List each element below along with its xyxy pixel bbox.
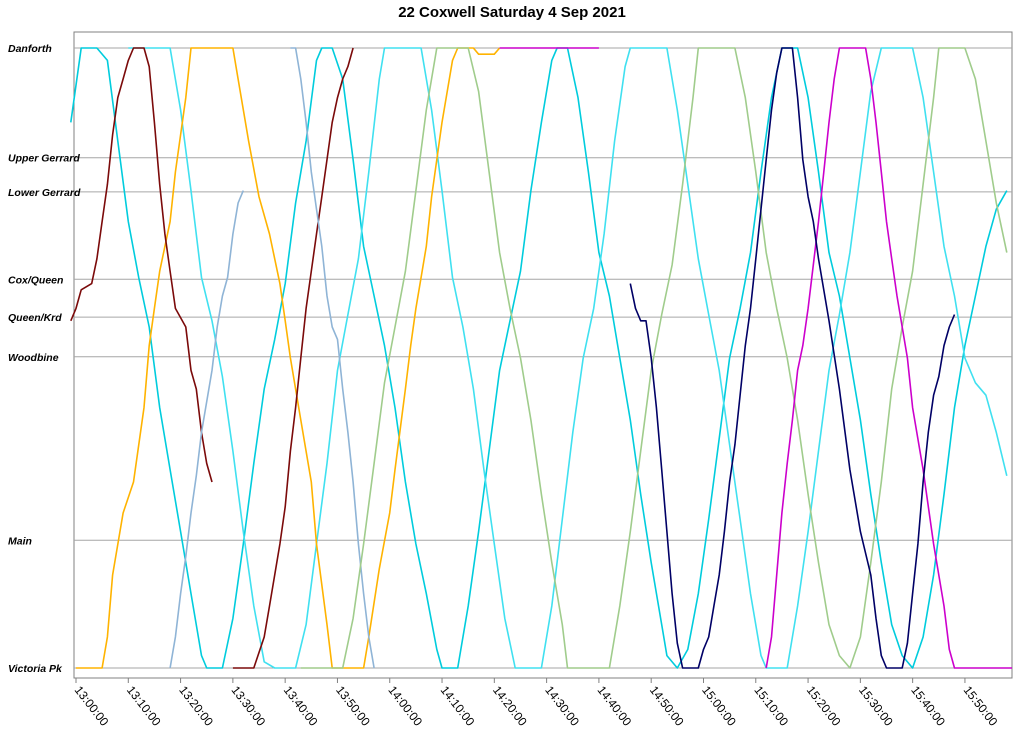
x-tick-label: 14:50:00 bbox=[647, 683, 687, 729]
gridlines bbox=[74, 47, 1012, 669]
y-tick-label: Upper Gerrard bbox=[8, 153, 80, 165]
y-tick-labels: Danforth Upper Gerrard Lower Gerrard Cox/Qu… bbox=[8, 43, 81, 675]
x-tick-label: 14:10:00 bbox=[438, 683, 478, 729]
chart-title: 22 Coxwell Saturday 4 Sep 2021 bbox=[398, 4, 626, 21]
y-tick-label: Cox/Queen bbox=[8, 274, 63, 286]
x-tick-label: 13:30:00 bbox=[229, 683, 269, 729]
series-line-10 bbox=[765, 47, 1012, 669]
x-tick-label: 13:10:00 bbox=[124, 683, 164, 729]
x-tick-label: 14:00:00 bbox=[385, 683, 425, 729]
x-tick-label: 14:20:00 bbox=[490, 683, 530, 729]
x-tick-label: 13:00:00 bbox=[72, 683, 112, 729]
x-tick-label: 14:30:00 bbox=[542, 683, 582, 729]
x-tick-label: 15:50:00 bbox=[961, 683, 1001, 729]
y-tick-label: Queen/Krd bbox=[8, 312, 62, 324]
y-tick-label: Woodbine bbox=[8, 352, 59, 364]
y-tick-label: Victoria Pk bbox=[8, 663, 63, 675]
y-tick-label: Main bbox=[8, 535, 32, 547]
series-line-11 bbox=[629, 47, 956, 669]
x-tick-label: 14:40:00 bbox=[595, 683, 635, 729]
x-tick-label: 15:40:00 bbox=[908, 683, 948, 729]
x-tick-label: 13:50:00 bbox=[333, 683, 373, 729]
x-tick-label: 15:00:00 bbox=[699, 683, 739, 729]
series-line-8 bbox=[300, 47, 1008, 669]
x-tick-label: 15:10:00 bbox=[751, 683, 791, 729]
series-line-6 bbox=[169, 190, 245, 669]
plot-frame bbox=[73, 31, 1013, 679]
series-line-1 bbox=[70, 47, 1008, 669]
series-line-2 bbox=[128, 47, 1008, 669]
series-lines bbox=[70, 47, 1012, 669]
series-line-5 bbox=[232, 47, 354, 669]
series-line-4 bbox=[70, 47, 213, 483]
x-tick-label: 15:30:00 bbox=[856, 683, 896, 729]
y-tick-label: Lower Gerrard bbox=[8, 187, 81, 199]
series-line-3 bbox=[76, 47, 501, 669]
x-tick-label: 15:20:00 bbox=[804, 683, 844, 729]
x-tick-labels: 13:00:00 13:10:00 13:20:00 13:30:00 13:40:00… bbox=[72, 678, 1001, 729]
y-tick-label: Danforth bbox=[8, 43, 52, 55]
series-line-7 bbox=[290, 47, 375, 669]
x-tick-label: 13:20:00 bbox=[176, 683, 216, 729]
x-tick-label: 13:40:00 bbox=[281, 683, 321, 729]
